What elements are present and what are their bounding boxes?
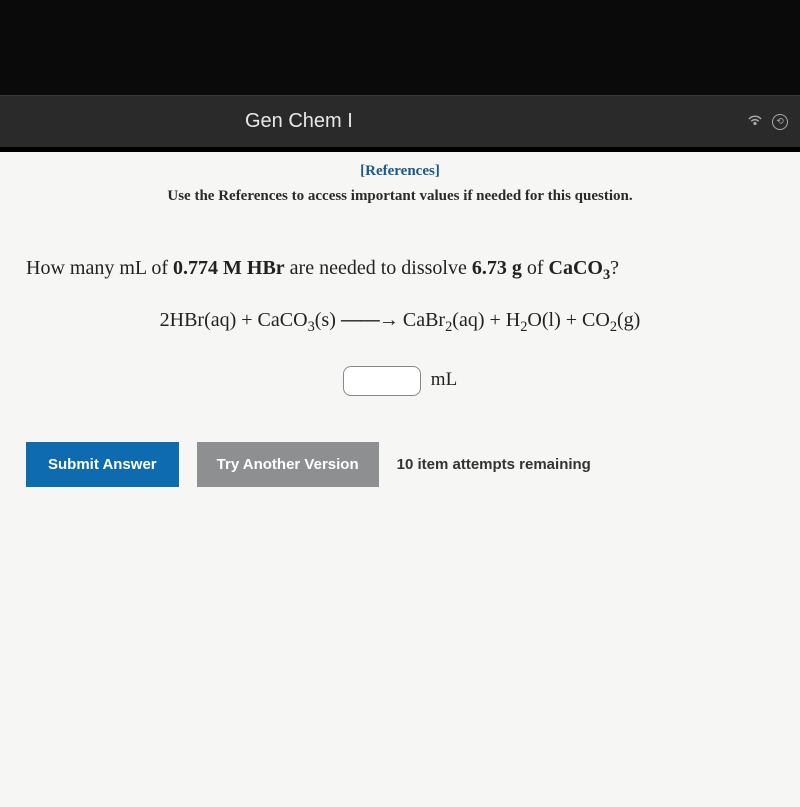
status-icons: ⟲ — [746, 110, 788, 134]
window-title: Gen Chem I — [245, 110, 353, 132]
references-bar: [References] — [0, 147, 800, 184]
q-suffix: ? — [610, 257, 619, 279]
unit-label: mL — [431, 369, 457, 390]
wifi-icon — [746, 110, 764, 134]
answer-input[interactable] — [343, 366, 421, 396]
window-title-bar: Gen Chem I ⟲ — [0, 95, 800, 147]
q-compound: CaCO3 — [549, 257, 611, 279]
question-text: How many mL of 0.774 M HBr are needed to… — [26, 253, 774, 287]
submit-answer-button[interactable]: Submit Answer — [26, 442, 179, 487]
references-hint: Use the References to access important v… — [0, 184, 800, 233]
question-body: How many mL of 0.774 M HBr are needed to… — [0, 233, 800, 396]
q-prefix: How many mL of — [26, 257, 173, 279]
q-of: of — [522, 257, 549, 279]
button-row: Submit Answer Try Another Version 10 ite… — [0, 442, 800, 487]
references-link[interactable]: [References] — [360, 163, 440, 179]
q-mid: are needed to dissolve — [285, 257, 472, 279]
try-another-version-button[interactable]: Try Another Version — [197, 442, 379, 487]
q-mass: 6.73 g — [472, 257, 522, 279]
orientation-lock-icon: ⟲ — [772, 114, 788, 130]
q-concentration: 0.774 M HBr — [173, 257, 285, 279]
content-area: [References] Use the References to acces… — [0, 147, 800, 807]
chemical-equation: 2HBr(aq) + CaCO3(s) ——→ CaBr2(aq) + H2O(… — [26, 309, 774, 336]
answer-row: mL — [26, 366, 774, 396]
reaction-arrow-icon: ——→ — [341, 309, 398, 332]
device-frame: Gen Chem I ⟲ [References] Use the Refere… — [0, 0, 800, 800]
attempts-remaining-label: 10 item attempts remaining — [397, 456, 591, 473]
